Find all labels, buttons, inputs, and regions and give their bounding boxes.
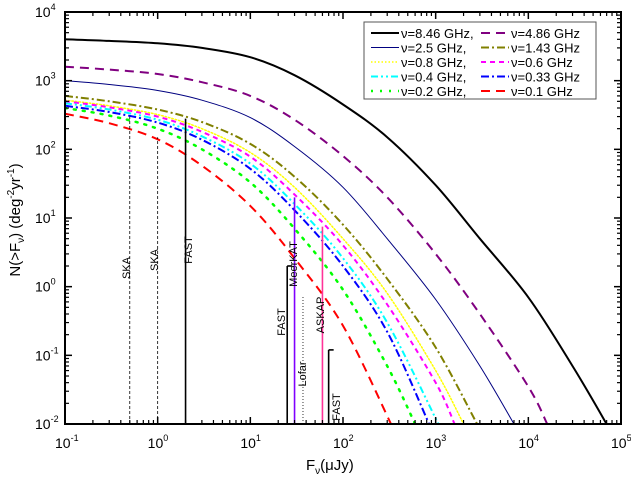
axes: 10-1 100 101 102 103 104 10510-210-11001011021… [35,2,631,451]
y-tick-label: 10-2 [35,414,59,432]
y-tick-label: 100 [35,277,56,295]
y-tick-label: 104 [35,2,56,20]
x-tick-label: 105 [611,433,631,451]
annotation-label-fast: FAST [331,393,343,421]
series-line-9 [65,112,392,424]
legend-label: ν=4.86 GHz [511,26,580,41]
series-line-8 [65,106,417,424]
axis-titles: Fν(μJy) N(>Fν) (deg-2yr-1) [6,163,354,477]
annotation-label-meerkat: MeerKAT [288,241,300,287]
y-tick-label: 10-1 [35,345,59,363]
legend-label: ν=1.43 GHz [511,41,580,56]
legend-label: ν=0.6 GHz [511,55,573,70]
series-line-5 [65,100,456,424]
legend-label: ν=0.2 GHz, [401,84,466,99]
legend-label: ν=0.8 GHz, [401,55,466,70]
y-tick-label: 103 [35,71,56,89]
annotation-label-askap: ASKAP [315,297,327,334]
x-tick-label: 102 [333,433,354,451]
legend-box [363,21,597,100]
y-tick-label: 102 [35,139,56,157]
y-tick-label: 101 [35,208,56,226]
series-line-6 [65,102,440,424]
legend-label: ν=0.1 GHz [511,84,573,99]
series-line-2 [65,80,515,424]
x-axis-title: Fν(μJy) [306,457,354,477]
series-line-4 [65,99,465,424]
telescope-annotations: SKA SKA FAST FAST MeerKAT Lofar ASKAP FAST [121,116,343,424]
series-line-7 [65,104,431,424]
annotation-label-fast: FAST [183,236,195,264]
chart-curves [65,38,608,424]
legend-label: ν=8.46 GHz, [401,26,474,41]
x-tick-label: 100 [148,433,169,451]
y-axis-title: N(>Fν) (deg-2yr-1) [6,163,27,276]
legend-label: ν=2.5 GHz, [401,41,466,56]
x-tick-label: 103 [426,433,447,451]
annotation-label-lofar: Lofar [297,361,309,386]
series-line-1 [65,65,549,424]
x-tick-label: 104 [518,433,539,451]
legend-label: ν=0.4 GHz, [401,70,466,85]
legend-label: ν=0.33 GHz [511,70,580,85]
series-line-0 [65,38,608,424]
annotation-label-fast: FAST [276,308,288,336]
annotation-label-ska: SKA [121,256,133,279]
series-line-3 [65,94,478,424]
annotation-label-ska: SKA [149,248,161,271]
legend: ν=8.46 GHz, ν=4.86 GHz ν=2.5 GHz, ν=1.43 GH… [363,21,597,100]
x-tick-label: 10-1 [55,433,79,451]
x-tick-label: 101 [240,433,261,451]
